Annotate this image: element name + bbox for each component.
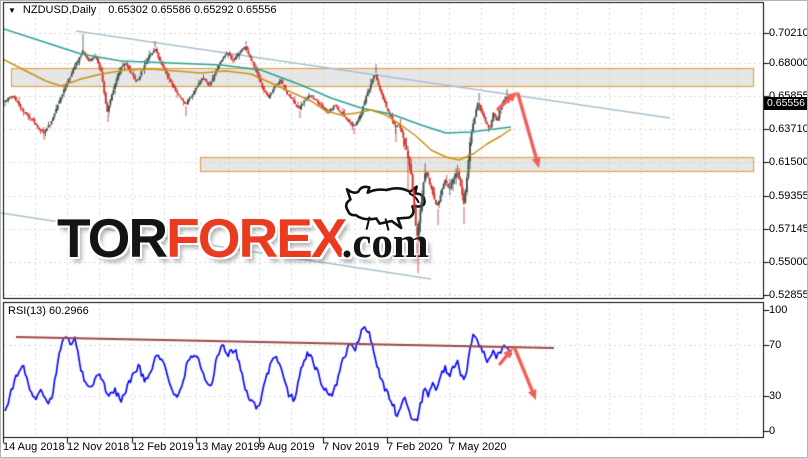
current-price-badge: 0.65556 (764, 97, 807, 110)
symbol-dropdown-icon[interactable]: ▼ (8, 5, 16, 15)
